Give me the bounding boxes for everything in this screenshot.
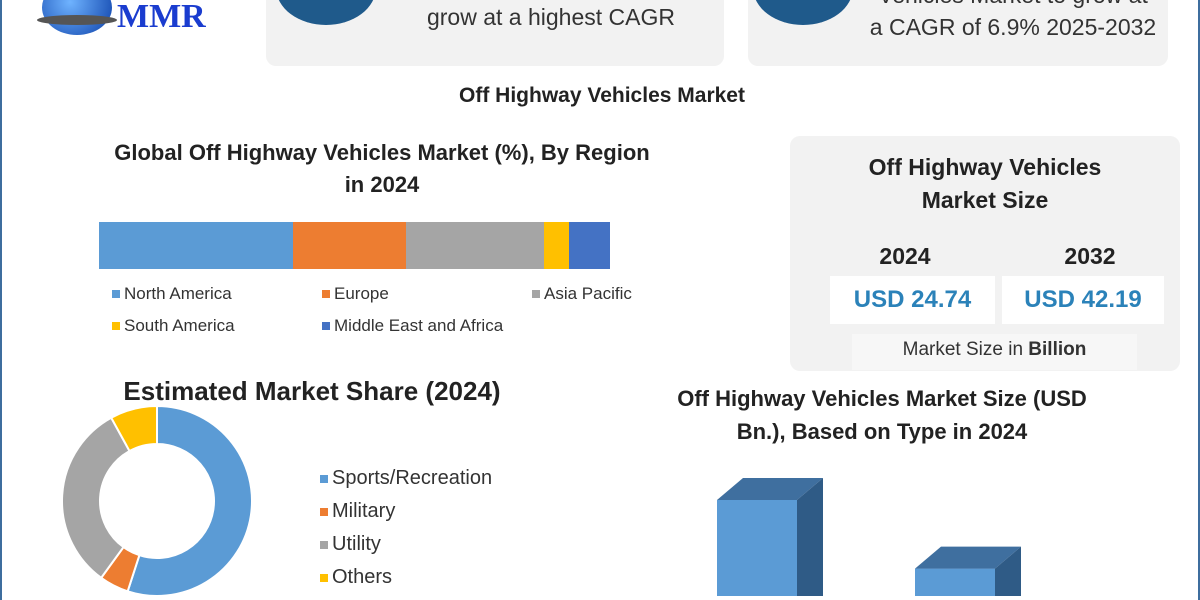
cagr-card-2: Vehicles Market to grow at a CAGR of 6.9… [748,0,1168,66]
bar-segment-north-america [99,222,294,269]
pen-icon [276,0,376,25]
bar-segment-middle-east-and-africa [569,222,610,269]
legend-item: Utility [320,528,560,561]
year-2024: 2024 [879,243,931,269]
unit-label: Market Size in Billion [852,334,1137,370]
unit-bold: Billion [1028,339,1087,360]
legend-label: South America [124,316,235,335]
legend-swatch [320,573,328,582]
legend-swatch [320,474,328,483]
logo: MMR [32,0,252,40]
donut-slice-others [109,405,158,453]
card-text: grow at a highest CAGR [426,4,675,30]
title-line-1: Global Off Highway Vehicles Market (%), … [114,140,650,165]
legend-item: Sports/Recreation [320,462,560,495]
main-title: Off Highway Vehicles Market [459,84,745,107]
panel-title-2: Market Size [921,187,1049,213]
type-chart-title: Off Highway Vehicles Market Size (USD Bn… [602,382,1162,448]
stacked-bar [99,222,610,269]
legend-label: Middle East and Africa [334,316,504,335]
legend-item: Others [320,561,560,594]
legend-swatch [112,322,120,330]
legend-label: Asia Pacific [544,284,632,303]
legend-label: Military [332,500,396,522]
title-line-1: Off Highway Vehicles Market Size (USD [677,386,1087,411]
year-2032: 2032 [1064,243,1116,269]
legend-swatch [320,540,328,549]
legend-label: Utility [332,533,381,555]
value-2032: USD 42.19 [1002,276,1164,324]
legend-item: North America [112,284,232,304]
value-2024: USD 24.74 [830,276,995,324]
legend-swatch [112,290,120,298]
bar-2 [915,546,1021,596]
donut-slice-sports-recreation [126,405,253,597]
title-line-2: in 2024 [344,172,420,197]
bar-segment-asia-pacific [405,222,544,269]
legend-label: Sports/Recreation [332,467,493,489]
legend-label: Europe [334,284,389,303]
market-size-panel: Off Highway Vehicles Market Size 2024 20… [790,136,1180,371]
legend-swatch [532,290,540,298]
bar-segment-europe [293,222,406,269]
donut-slice-utility [61,416,131,580]
bar-1 [717,478,823,596]
flame-icon [753,0,853,25]
legend-item: Military [320,495,560,528]
legend-swatch [322,322,330,330]
donut-legend: Sports/Recreation Military Utility Others [320,462,560,594]
legend-item: South America [112,316,235,336]
card-text: a CAGR of 6.9% 2025-2032 [869,14,1157,40]
region-chart-title: Global Off Highway Vehicles Market (%), … [62,137,702,201]
bar-chart-3d [717,478,1021,596]
region-legend: North America Europe Asia Pacific South Ame… [112,284,672,344]
logo-text: MMR [117,0,206,35]
legend-label: North America [124,284,232,303]
card-text-partial: Vehicles Market to grow at [858,0,1168,9]
bar-segment-south-america [543,222,570,269]
legend-swatch [320,507,328,516]
donut-title: Estimated Market Share (2024) [123,376,501,406]
legend-label: Others [332,566,393,588]
legend-item: Europe [322,284,389,304]
unit-prefix: Market Size in [902,339,1029,360]
legend-item: Middle East and Africa [322,316,503,336]
swoosh-icon [37,15,117,25]
cagr-card-1: grow at a highest CAGR [266,0,724,66]
title-line-2: Bn.), Based on Type in 2024 [736,419,1028,444]
legend-swatch [322,290,330,298]
donut-chart [61,405,253,597]
panel-title-1: Off Highway Vehicles [868,154,1102,180]
legend-item: Asia Pacific [532,284,632,304]
